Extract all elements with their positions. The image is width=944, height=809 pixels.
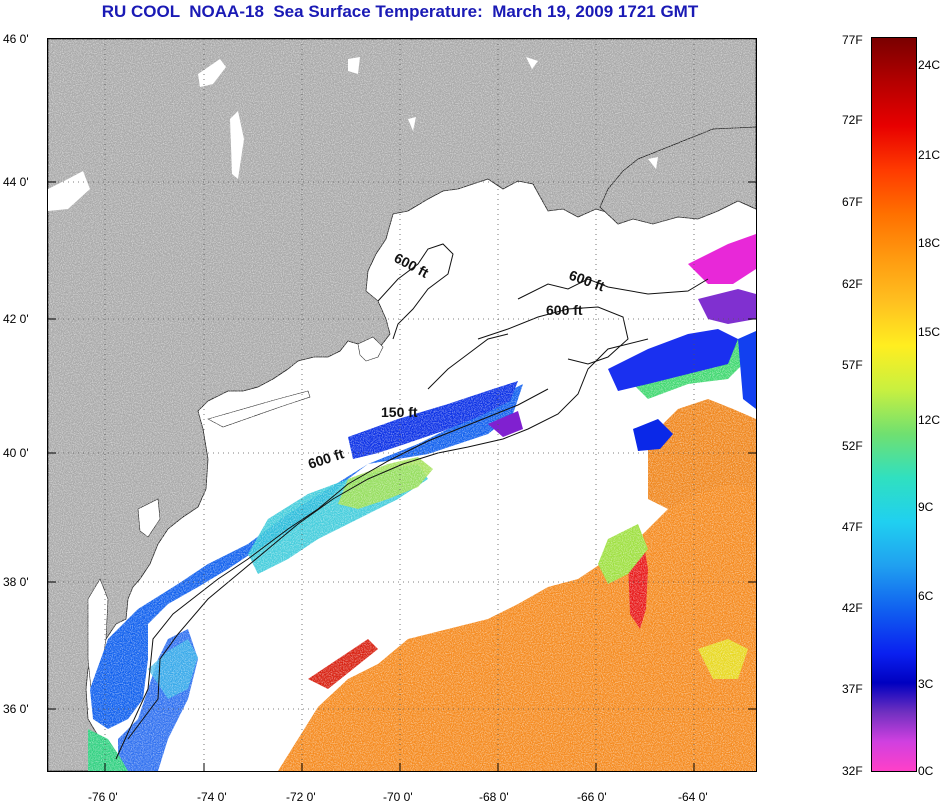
cbar-c-15: 15C [918, 325, 941, 339]
sst-map: 600 ft 600 ft 600 ft 150 ft 600 ft [47, 38, 757, 772]
cbar-c-6: 6C [918, 589, 934, 603]
temperature-colorbar [871, 37, 917, 772]
cbar-c-3: 3C [918, 677, 934, 691]
bathymetry-contours [115, 243, 709, 760]
lon-label-66: -66 0' [577, 790, 607, 804]
cbar-f-72: 72F [842, 113, 863, 127]
lon-label-74: -74 0' [197, 790, 227, 804]
lon-label-72: -72 0' [286, 790, 316, 804]
cbar-f-57: 57F [842, 358, 863, 372]
cbar-f-37: 37F [842, 682, 863, 696]
sst-ne-purple [698, 289, 756, 324]
cbar-c-24: 24C [918, 58, 941, 72]
lon-label-70: -70 0' [383, 790, 413, 804]
cbar-f-42: 42F [842, 601, 863, 615]
lon-label-76: -76 0' [88, 790, 118, 804]
sst-ne-magenta [688, 234, 756, 284]
lon-label-64: -64 0' [678, 790, 708, 804]
sst-ne-blue [608, 329, 738, 391]
sst-east-blue [738, 331, 756, 409]
lat-label-44: 44 0' [3, 175, 29, 189]
cbar-c-12: 12C [918, 413, 941, 427]
cbar-f-77: 77F [842, 33, 863, 47]
cbar-f-32: 32F [842, 764, 863, 778]
map-grid [48, 39, 756, 771]
lat-label-42: 42 0' [3, 312, 29, 326]
sst-purple-shelf [488, 411, 523, 437]
frame-ticks [48, 181, 756, 771]
contour-label-600-gb: 600 ft [546, 302, 583, 318]
map-title: RU COOL NOAA-18 Sea Surface Temperature:… [101, 2, 699, 21]
lat-label-40: 40 0' [3, 446, 29, 460]
cbar-c-0: 0C [918, 764, 934, 778]
lat-label-36: 36 0' [3, 702, 29, 716]
cbar-f-47: 47F [842, 520, 863, 534]
lat-label-46: 46 0' [3, 32, 29, 46]
cbar-f-52: 52F [842, 439, 863, 453]
cbar-c-18: 18C [918, 236, 941, 250]
cbar-c-21: 21C [918, 148, 941, 162]
sst-offshore-blue [633, 419, 673, 451]
cbar-c-9: 9C [918, 500, 934, 514]
cbar-f-62: 62F [842, 277, 863, 291]
cbar-f-67: 67F [842, 195, 863, 209]
contour-label-150: 150 ft [381, 404, 418, 420]
lon-label-68: -68 0' [479, 790, 509, 804]
lat-label-38: 38 0' [3, 575, 29, 589]
